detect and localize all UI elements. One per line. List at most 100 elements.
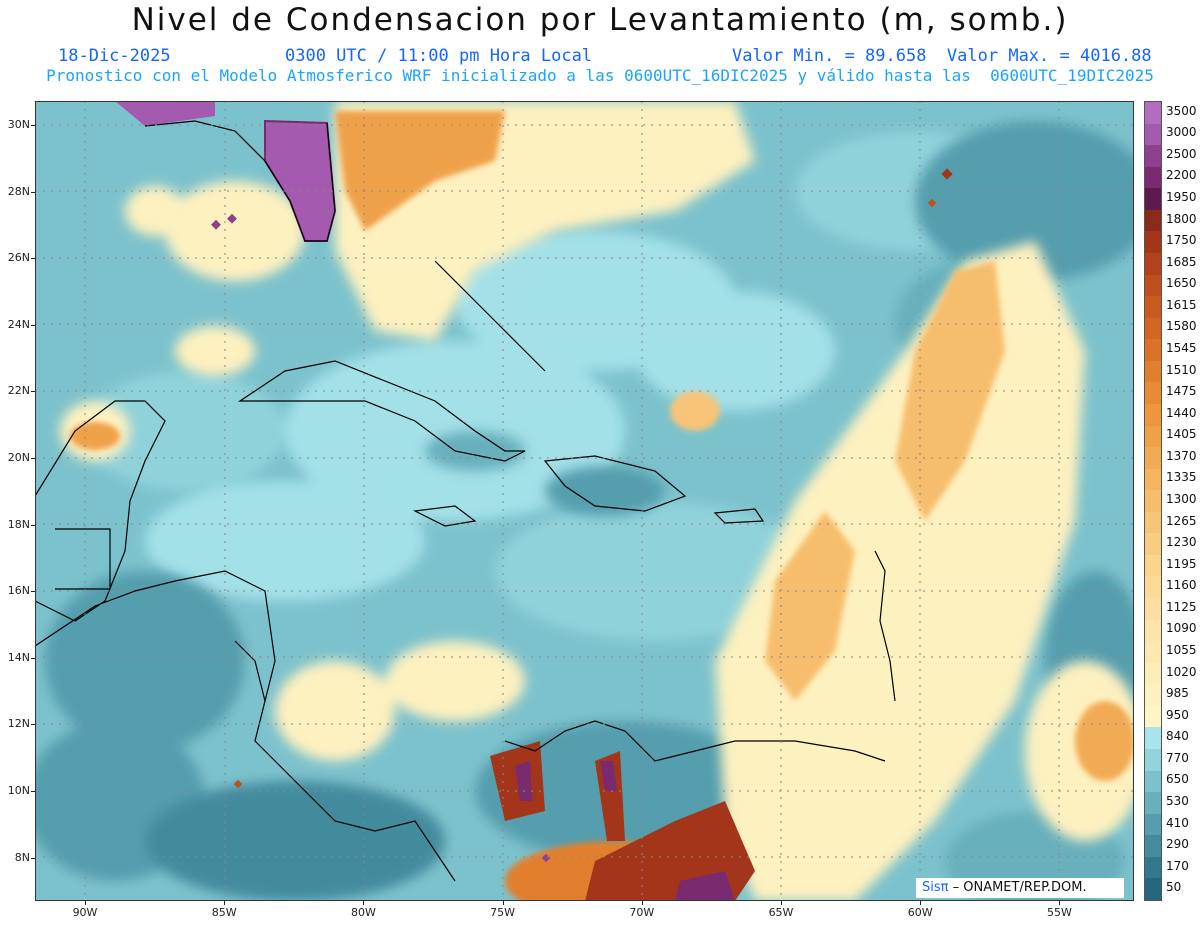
legend-swatch xyxy=(1145,447,1161,470)
forecast-date: 18-Dic-2025 xyxy=(58,46,171,66)
legend-level-label: 770 xyxy=(1166,750,1189,765)
legend-level-label: 1230 xyxy=(1166,535,1197,550)
legend-level-label: 1020 xyxy=(1166,664,1197,679)
longitude-label: 60W xyxy=(907,906,933,919)
legend-level-label: 1195 xyxy=(1166,556,1197,571)
latitude-tick xyxy=(31,324,35,326)
coastlines xyxy=(35,120,896,882)
legend-level-label: 985 xyxy=(1166,686,1189,701)
longitude-tick xyxy=(1059,901,1061,905)
legend-swatch xyxy=(1145,317,1161,340)
legend-level-label: 50 xyxy=(1166,880,1182,895)
longitude-label: 80W xyxy=(350,906,376,919)
legend-swatch xyxy=(1145,749,1161,772)
legend-level-label: 1335 xyxy=(1166,470,1197,485)
legend-swatch xyxy=(1145,641,1161,664)
legend-level-label: 1580 xyxy=(1166,319,1197,334)
latitude-label: 16N xyxy=(7,584,30,598)
legend-swatch xyxy=(1145,296,1161,319)
legend-level-label: 1510 xyxy=(1166,362,1197,377)
graticule xyxy=(35,101,1134,901)
legend-swatch xyxy=(1145,554,1161,577)
legend-level-label: 650 xyxy=(1166,772,1189,787)
longitude-label: 75W xyxy=(490,906,516,919)
legend-level-label: 1300 xyxy=(1166,492,1197,506)
legend-level-label: 1440 xyxy=(1166,405,1197,420)
legend-swatch xyxy=(1145,102,1161,125)
latitude-label: 14N xyxy=(7,650,30,664)
legend-level-label: 1090 xyxy=(1166,621,1197,636)
longitude-label: 85W xyxy=(211,906,237,919)
legend-level-label: 1160 xyxy=(1166,578,1197,593)
legend-level-label: 290 xyxy=(1166,837,1189,852)
latitude-tick xyxy=(31,125,35,126)
latitude-label: 8N xyxy=(14,850,30,864)
longitude-label: 70W xyxy=(629,906,655,919)
legend-swatch xyxy=(1145,360,1161,383)
legend-swatch xyxy=(1145,576,1161,599)
legend-swatch xyxy=(1145,533,1161,556)
latitude-label: 22N xyxy=(7,384,30,398)
legend-swatch xyxy=(1145,209,1161,232)
legend-level-label: 530 xyxy=(1166,793,1189,808)
credit-brand: Sisπ xyxy=(922,880,949,895)
legend-swatch xyxy=(1145,382,1161,405)
legend-level-label: 1545 xyxy=(1166,341,1197,356)
longitude-label: 90W xyxy=(72,906,98,919)
latitude-label: 12N xyxy=(7,717,30,731)
legend-level-label: 2500 xyxy=(1166,146,1197,161)
legend-swatch xyxy=(1145,145,1161,168)
legend-level-label: 1055 xyxy=(1166,642,1197,657)
legend-swatch xyxy=(1145,705,1161,728)
legend-swatch xyxy=(1145,878,1161,901)
legend-swatch xyxy=(1145,792,1161,815)
legend-swatch xyxy=(1145,598,1161,621)
latitude-label: 28N xyxy=(7,184,30,198)
legend-swatch xyxy=(1145,123,1161,146)
latitude-tick xyxy=(31,391,35,393)
legend-swatch xyxy=(1145,252,1161,276)
latitude-label: 18N xyxy=(7,517,30,531)
legend-swatch xyxy=(1145,274,1161,297)
legend-level-label: 410 xyxy=(1166,815,1189,830)
latitude-tick xyxy=(31,258,35,260)
legend-swatch xyxy=(1145,813,1161,836)
longitude-tick xyxy=(363,901,365,905)
legend-swatch xyxy=(1145,770,1161,793)
legend-level-label: 1265 xyxy=(1166,513,1197,528)
legend-swatch xyxy=(1145,339,1161,362)
latitude-tick xyxy=(31,524,35,526)
latitude-tick xyxy=(31,591,35,593)
legend-swatch xyxy=(1145,468,1161,491)
longitude-tick xyxy=(920,901,922,905)
legend-swatch xyxy=(1145,403,1161,426)
longitude-label: 55W xyxy=(1046,906,1072,919)
shaded-field-map xyxy=(35,101,1134,901)
latitude-label: 10N xyxy=(7,784,30,797)
legend-level-label: 950 xyxy=(1166,707,1189,722)
longitude-tick xyxy=(641,901,643,905)
legend-swatch xyxy=(1145,231,1161,254)
longitude-tick xyxy=(502,901,504,905)
longitude-label: 65W xyxy=(768,906,794,919)
legend-level-label: 2200 xyxy=(1166,168,1197,183)
legend-swatch xyxy=(1145,727,1161,750)
legend-swatch xyxy=(1145,511,1161,534)
latitude-label: 20N xyxy=(7,451,30,464)
latitude-tick xyxy=(31,791,35,792)
legend-swatch xyxy=(1145,619,1161,642)
legend-level-label: 1750 xyxy=(1166,233,1197,248)
legend-swatch xyxy=(1145,425,1161,448)
legend-swatch xyxy=(1145,856,1161,879)
model-subtitle: Pronostico con el Modelo Atmosferico WRF… xyxy=(46,66,1154,85)
legend-level-label: 1800 xyxy=(1166,211,1197,226)
map-title: Nivel de Condensacion por Levantamiento … xyxy=(131,2,1069,38)
legend-level-label: 1650 xyxy=(1166,276,1197,291)
legend-level-label: 170 xyxy=(1166,858,1189,873)
forecast-time: 0300 UTC / 11:00 pm Hora Local xyxy=(285,46,593,66)
legend-level-label: 1405 xyxy=(1166,427,1197,442)
credit-box: Sisπ – ONAMET/REP.DOM. xyxy=(916,878,1124,898)
legend-swatch xyxy=(1145,662,1161,685)
legend-level-label: 1370 xyxy=(1166,448,1197,463)
legend-level-label: 3000 xyxy=(1166,125,1197,140)
